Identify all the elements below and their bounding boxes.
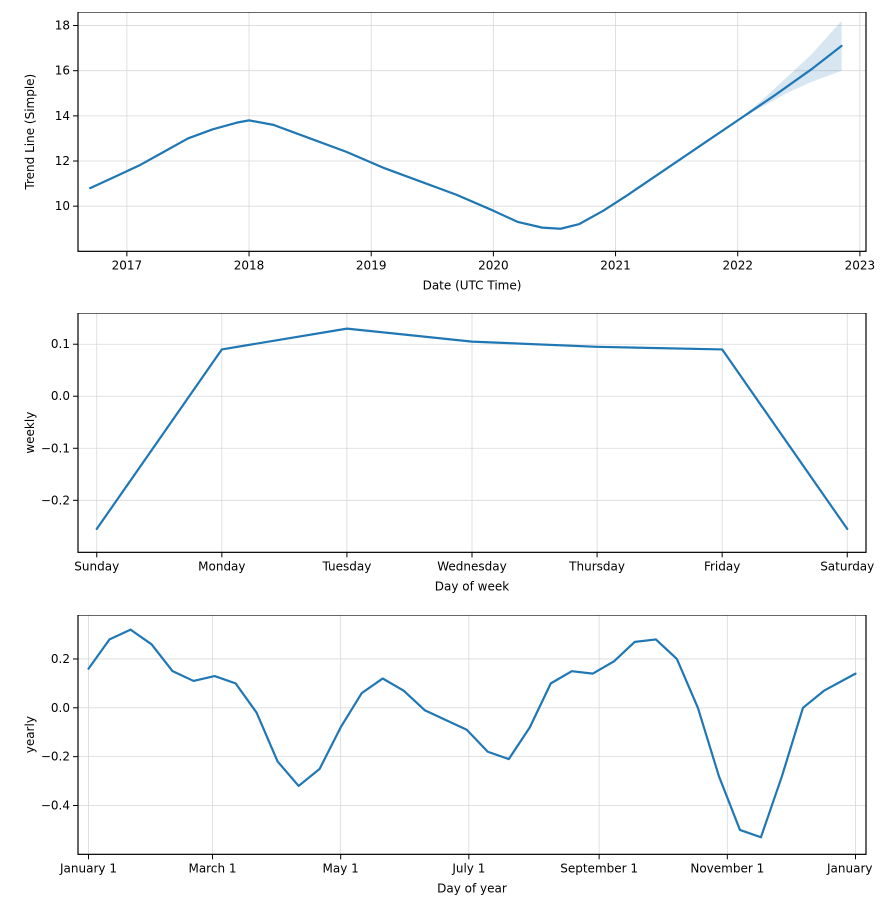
trend-xtick-label: 2022 <box>722 258 753 272</box>
weekly-ylabel: weekly <box>23 412 37 454</box>
trend-xtick-label: 2017 <box>112 258 143 272</box>
weekly-xtick-label: Sunday <box>74 560 119 574</box>
weekly-xtick-label: Saturday <box>820 560 874 574</box>
yearly-panel: January 1 March 1 May 1 July 1 September 1 No… <box>20 615 876 900</box>
yearly-svg: January 1 March 1 May 1 July 1 September 1 No… <box>20 615 876 900</box>
weekly-ytick-label: 0.1 <box>51 338 70 352</box>
trend-ylabel: Trend Line (Simple) <box>23 74 37 191</box>
trend-xlabel: Date (UTC Time) <box>423 278 522 292</box>
trend-ytick-label: 16 <box>55 64 70 78</box>
figure: 2017 2018 2019 2020 2021 2022 2023 10 12 14 16 18 Da… <box>0 0 886 890</box>
weekly-ytick-label: 0.0 <box>51 390 70 404</box>
yearly-ytick-label: −0.2 <box>41 749 70 763</box>
weekly-ytick-label: −0.1 <box>41 442 70 456</box>
weekly-panel: Sunday Monday Tuesday Wednesday Thursday Frid… <box>20 313 876 598</box>
trend-ytick-label: 18 <box>55 19 70 33</box>
yearly-xtick-label: May 1 <box>323 861 359 875</box>
yearly-ytick-label: 0.0 <box>51 700 70 714</box>
weekly-xtick-label: Monday <box>198 560 245 574</box>
yearly-xtick-label: September 1 <box>560 861 638 875</box>
trend-xtick-label: 2019 <box>356 258 387 272</box>
trend-line <box>90 46 841 229</box>
trend-ytick-label: 10 <box>55 199 70 213</box>
trend-xtick-label: 2021 <box>600 258 631 272</box>
weekly-svg: Sunday Monday Tuesday Wednesday Thursday Frid… <box>20 313 876 598</box>
yearly-xtick-label: January 1 <box>826 861 876 875</box>
trend-xtick-label: 2020 <box>478 258 509 272</box>
weekly-xtick-label: Tuesday <box>322 560 372 574</box>
trend-xtick-label: 2023 <box>845 258 876 272</box>
trend-ytick-label: 12 <box>55 154 70 168</box>
yearly-xtick-label: March 1 <box>188 861 236 875</box>
weekly-xtick-label: Thursday <box>568 560 625 574</box>
weekly-ytick-label: −0.2 <box>41 494 70 508</box>
trend-xtick-label: 2018 <box>234 258 265 272</box>
trend-ytick-label: 14 <box>55 109 70 123</box>
weekly-xlabel: Day of week <box>435 580 509 594</box>
yearly-xtick-label: January 1 <box>59 861 117 875</box>
yearly-ytick-label: −0.4 <box>41 798 70 812</box>
yearly-line <box>89 629 856 837</box>
weekly-xtick-label: Wednesday <box>437 560 506 574</box>
weekly-xtick-label: Friday <box>704 560 740 574</box>
yearly-xlabel: Day of year <box>437 881 507 895</box>
yearly-ylabel: yearly <box>23 716 37 753</box>
yearly-ytick-label: 0.2 <box>51 652 70 666</box>
yearly-xtick-label: November 1 <box>690 861 764 875</box>
trend-svg: 2017 2018 2019 2020 2021 2022 2023 10 12 14 16 18 Da… <box>20 12 876 297</box>
yearly-xtick-label: July 1 <box>451 861 485 875</box>
trend-panel: 2017 2018 2019 2020 2021 2022 2023 10 12 14 16 18 Da… <box>20 12 876 297</box>
